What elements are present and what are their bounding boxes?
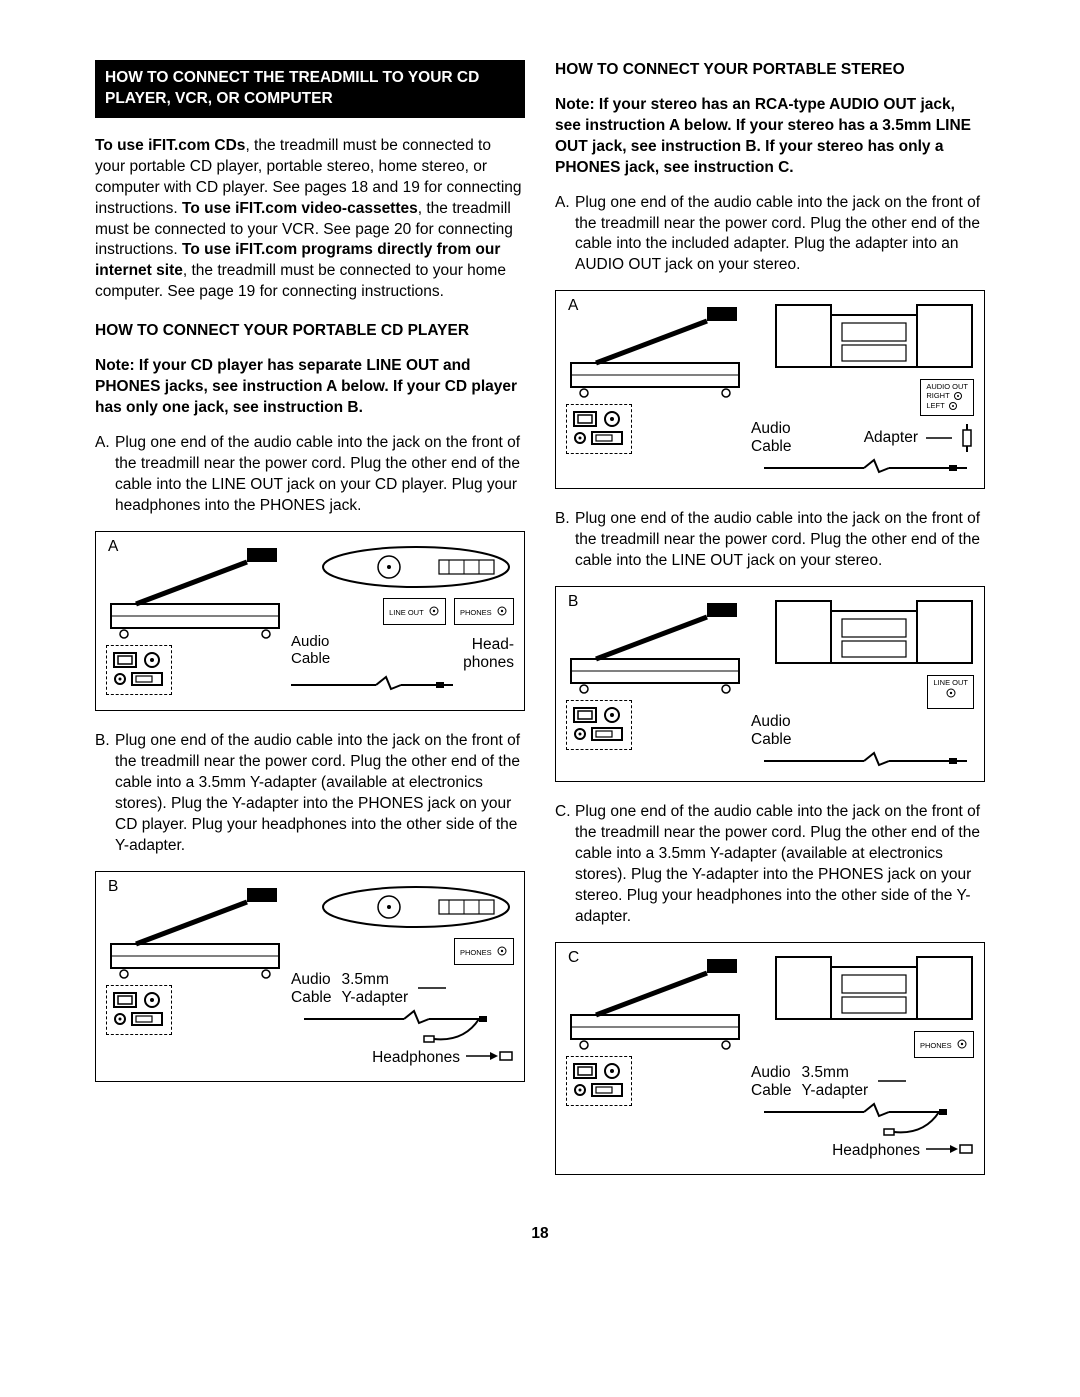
figure-stereo-b: B (555, 586, 985, 783)
figure-letter: A (568, 297, 578, 315)
treadmill-icon (106, 544, 281, 639)
line-icon (926, 431, 952, 445)
cd-player-icon (319, 544, 514, 590)
mm-label: 3.5mm (342, 971, 389, 988)
figure-letter: B (568, 593, 578, 611)
figure-letter: C (568, 949, 579, 967)
audio-label: Audio (751, 713, 791, 730)
left-label: LEFT (926, 402, 944, 410)
step-a-stereo: A. Plug one end of the audio cable into … (555, 193, 985, 277)
lineout-label: LINE OUT (933, 679, 968, 687)
audio-cable-label: Audio Cable (291, 633, 453, 668)
step-b-stereo: B. Plug one end of the audio cable into … (555, 509, 985, 572)
cable-y-icon (764, 1100, 974, 1140)
section-header: HOW TO CONNECT THE TREADMILL TO YOUR CD … (95, 60, 525, 118)
connector-panel-dashed (566, 404, 632, 454)
figure-cd-a: A (95, 531, 525, 712)
boombox-icon (774, 303, 974, 373)
right-column: HOW TO CONNECT YOUR PORTABLE STEREO Note… (555, 60, 985, 1195)
cable-label: Cable (751, 1082, 792, 1099)
step-text: Plug one end of the audio cable into the… (575, 193, 985, 277)
phones-jack-box: PHONES (914, 1031, 974, 1058)
yadapter-label: Y-adapter (342, 989, 409, 1006)
treadmill-icon (566, 303, 741, 398)
step-letter: A. (95, 433, 115, 517)
sub-heading-cd: HOW TO CONNECT YOUR PORTABLE CD PLAYER (95, 321, 525, 342)
connector-panel-dashed (566, 700, 632, 750)
intro-bold-1: To use iFIT.com CDs (95, 137, 245, 154)
connector-panel-icon (112, 651, 166, 689)
step-letter: C. (555, 802, 575, 928)
step-b: B. Plug one end of the audio cable into … (95, 731, 525, 857)
cable-icon (764, 456, 974, 478)
step-letter: B. (95, 731, 115, 857)
cable-icon (291, 667, 453, 695)
yadapter-label: Y-adapter (802, 1082, 869, 1099)
lineout-jack-box: LINE OUT (383, 598, 446, 625)
connector-panel-icon (112, 991, 166, 1029)
left-column: HOW TO CONNECT THE TREADMILL TO YOUR CD … (95, 60, 525, 1195)
arrow-headphone-icon (464, 1049, 514, 1063)
note-stereo: Note: If your stereo has an RCA-type AUD… (555, 95, 985, 179)
figure-cd-b: B (95, 871, 525, 1082)
phones-label: PHONES (460, 948, 492, 957)
cable-label: Cable (751, 438, 792, 455)
intro-paragraph: To use iFIT.com CDs, the treadmill must … (95, 136, 525, 303)
treadmill-icon (106, 884, 281, 979)
arrow-headphone-icon (924, 1142, 974, 1156)
figure-stereo-a: A (555, 290, 985, 489)
page-number: 18 (95, 1225, 985, 1243)
audio-label: Audio (751, 420, 791, 437)
lineout-label: LINE OUT (389, 608, 424, 617)
boombox-icon (774, 955, 974, 1025)
connector-panel-icon (572, 1062, 626, 1100)
sub-heading-stereo: HOW TO CONNECT YOUR PORTABLE STEREO (555, 60, 985, 81)
step-letter: A. (555, 193, 575, 277)
rca-adapter-icon (960, 424, 974, 452)
headphones-label-2: phones (463, 654, 514, 671)
note-cd: Note: If your CD player has separate LIN… (95, 356, 525, 419)
phones-jack-box: PHONES (454, 938, 514, 965)
boombox-icon (774, 599, 974, 669)
figure-letter: A (108, 538, 118, 556)
connector-panel-dashed (106, 645, 172, 695)
audio-label: Audio (751, 1064, 791, 1081)
cable-label: Cable (291, 989, 332, 1006)
audio-label: Audio (291, 971, 331, 988)
step-text: Plug one end of the audio cable into the… (575, 509, 985, 572)
headphones-label: Headphones (372, 1049, 460, 1067)
phones-label: PHONES (460, 608, 492, 617)
connector-panel-icon (572, 706, 626, 744)
phones-jack-box: PHONES (454, 598, 514, 625)
line-icon (878, 1064, 906, 1098)
treadmill-icon (566, 599, 741, 694)
headphones-label-1: Head- (472, 636, 514, 653)
line-icon (418, 971, 446, 1005)
figure-stereo-c: C (555, 942, 985, 1175)
treadmill-icon (566, 955, 741, 1050)
step-letter: B. (555, 509, 575, 572)
step-c-stereo: C. Plug one end of the audio cable into … (555, 802, 985, 928)
step-text: Plug one end of the audio cable into the… (115, 731, 525, 857)
figure-letter: B (108, 878, 118, 896)
cd-player-icon (319, 884, 514, 930)
audio-out-box: AUDIO OUT RIGHT LEFT (920, 379, 974, 416)
headphones-label: Headphones (832, 1142, 920, 1160)
connector-panel-dashed (566, 1056, 632, 1106)
mm-label: 3.5mm (802, 1064, 849, 1081)
right-label: RIGHT (926, 392, 949, 400)
intro-bold-2: To use iFIT.com video-cassettes (182, 200, 418, 217)
lineout-box: LINE OUT (927, 675, 974, 710)
cable-y-icon (304, 1007, 514, 1047)
cable-icon (764, 749, 974, 771)
adapter-label: Adapter (864, 429, 918, 447)
step-text: Plug one end of the audio cable into the… (115, 433, 525, 517)
phones-label: PHONES (920, 1041, 952, 1050)
step-a: A. Plug one end of the audio cable into … (95, 433, 525, 517)
audioout-label: AUDIO OUT (926, 383, 968, 391)
connector-panel-icon (572, 410, 626, 448)
step-text: Plug one end of the audio cable into the… (575, 802, 985, 928)
connector-panel-dashed (106, 985, 172, 1035)
cable-label: Cable (751, 731, 792, 748)
